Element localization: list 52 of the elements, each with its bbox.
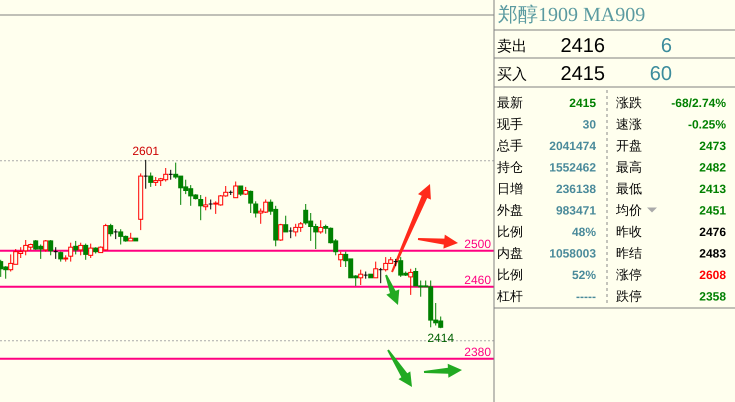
text: -0.25% — [688, 118, 726, 132]
text: -68/2.74% — [671, 96, 726, 110]
text: 最新 — [497, 95, 523, 110]
text: 均价 — [615, 202, 642, 218]
text: 2413 — [699, 182, 726, 196]
text: 60 — [650, 63, 672, 85]
text: 涨停 — [616, 267, 642, 282]
text: 最高 — [616, 160, 642, 174]
text: 郑醇1909 MA909 — [498, 4, 646, 26]
text: 总手 — [496, 138, 523, 153]
text: 2483 — [699, 246, 726, 260]
text: 236138 — [556, 182, 596, 196]
text: 开盘 — [616, 138, 642, 153]
ref-line-label: 2380 — [464, 344, 492, 359]
text: 杠杆 — [496, 288, 523, 304]
text: 外盘 — [497, 202, 523, 218]
text: 1552462 — [549, 160, 596, 174]
text: ----- — [576, 290, 596, 304]
text: 日增 — [497, 181, 523, 196]
text: 卖出 — [497, 38, 527, 55]
text: 最低 — [616, 181, 642, 196]
text: 2482 — [699, 160, 726, 174]
text: 现手 — [497, 116, 523, 132]
text: 持仓 — [497, 160, 523, 174]
annotation: 2601 — [132, 144, 160, 158]
text: 速涨 — [616, 116, 642, 132]
text: 2416 — [560, 35, 605, 57]
text: 2358 — [699, 290, 726, 304]
text: 2451 — [699, 204, 726, 218]
text: 30 — [582, 118, 596, 132]
text: 48% — [572, 225, 596, 239]
text: 买入 — [497, 66, 527, 83]
text: 983471 — [556, 204, 596, 218]
text: 昨收 — [616, 224, 642, 239]
text: 2415 — [560, 63, 605, 85]
ref-line-label: 2500 — [464, 236, 492, 251]
text: 2415 — [569, 96, 596, 110]
text: 1058003 — [549, 246, 596, 260]
text: 2041474 — [549, 139, 596, 153]
text: 比例 — [497, 224, 523, 239]
text: 2473 — [699, 139, 726, 153]
text: 内盘 — [497, 246, 523, 260]
text: 比例 — [497, 267, 523, 282]
text: 2476 — [699, 225, 726, 239]
ref-line-label: 2460 — [464, 272, 492, 287]
text: 涨跌 — [616, 95, 642, 110]
annotation: 2414 — [427, 331, 454, 346]
text: 6 — [660, 35, 672, 57]
text: 跌停 — [616, 288, 642, 304]
text: 2608 — [699, 268, 726, 282]
text: 昨结 — [616, 246, 642, 260]
text: 52% — [572, 268, 596, 282]
